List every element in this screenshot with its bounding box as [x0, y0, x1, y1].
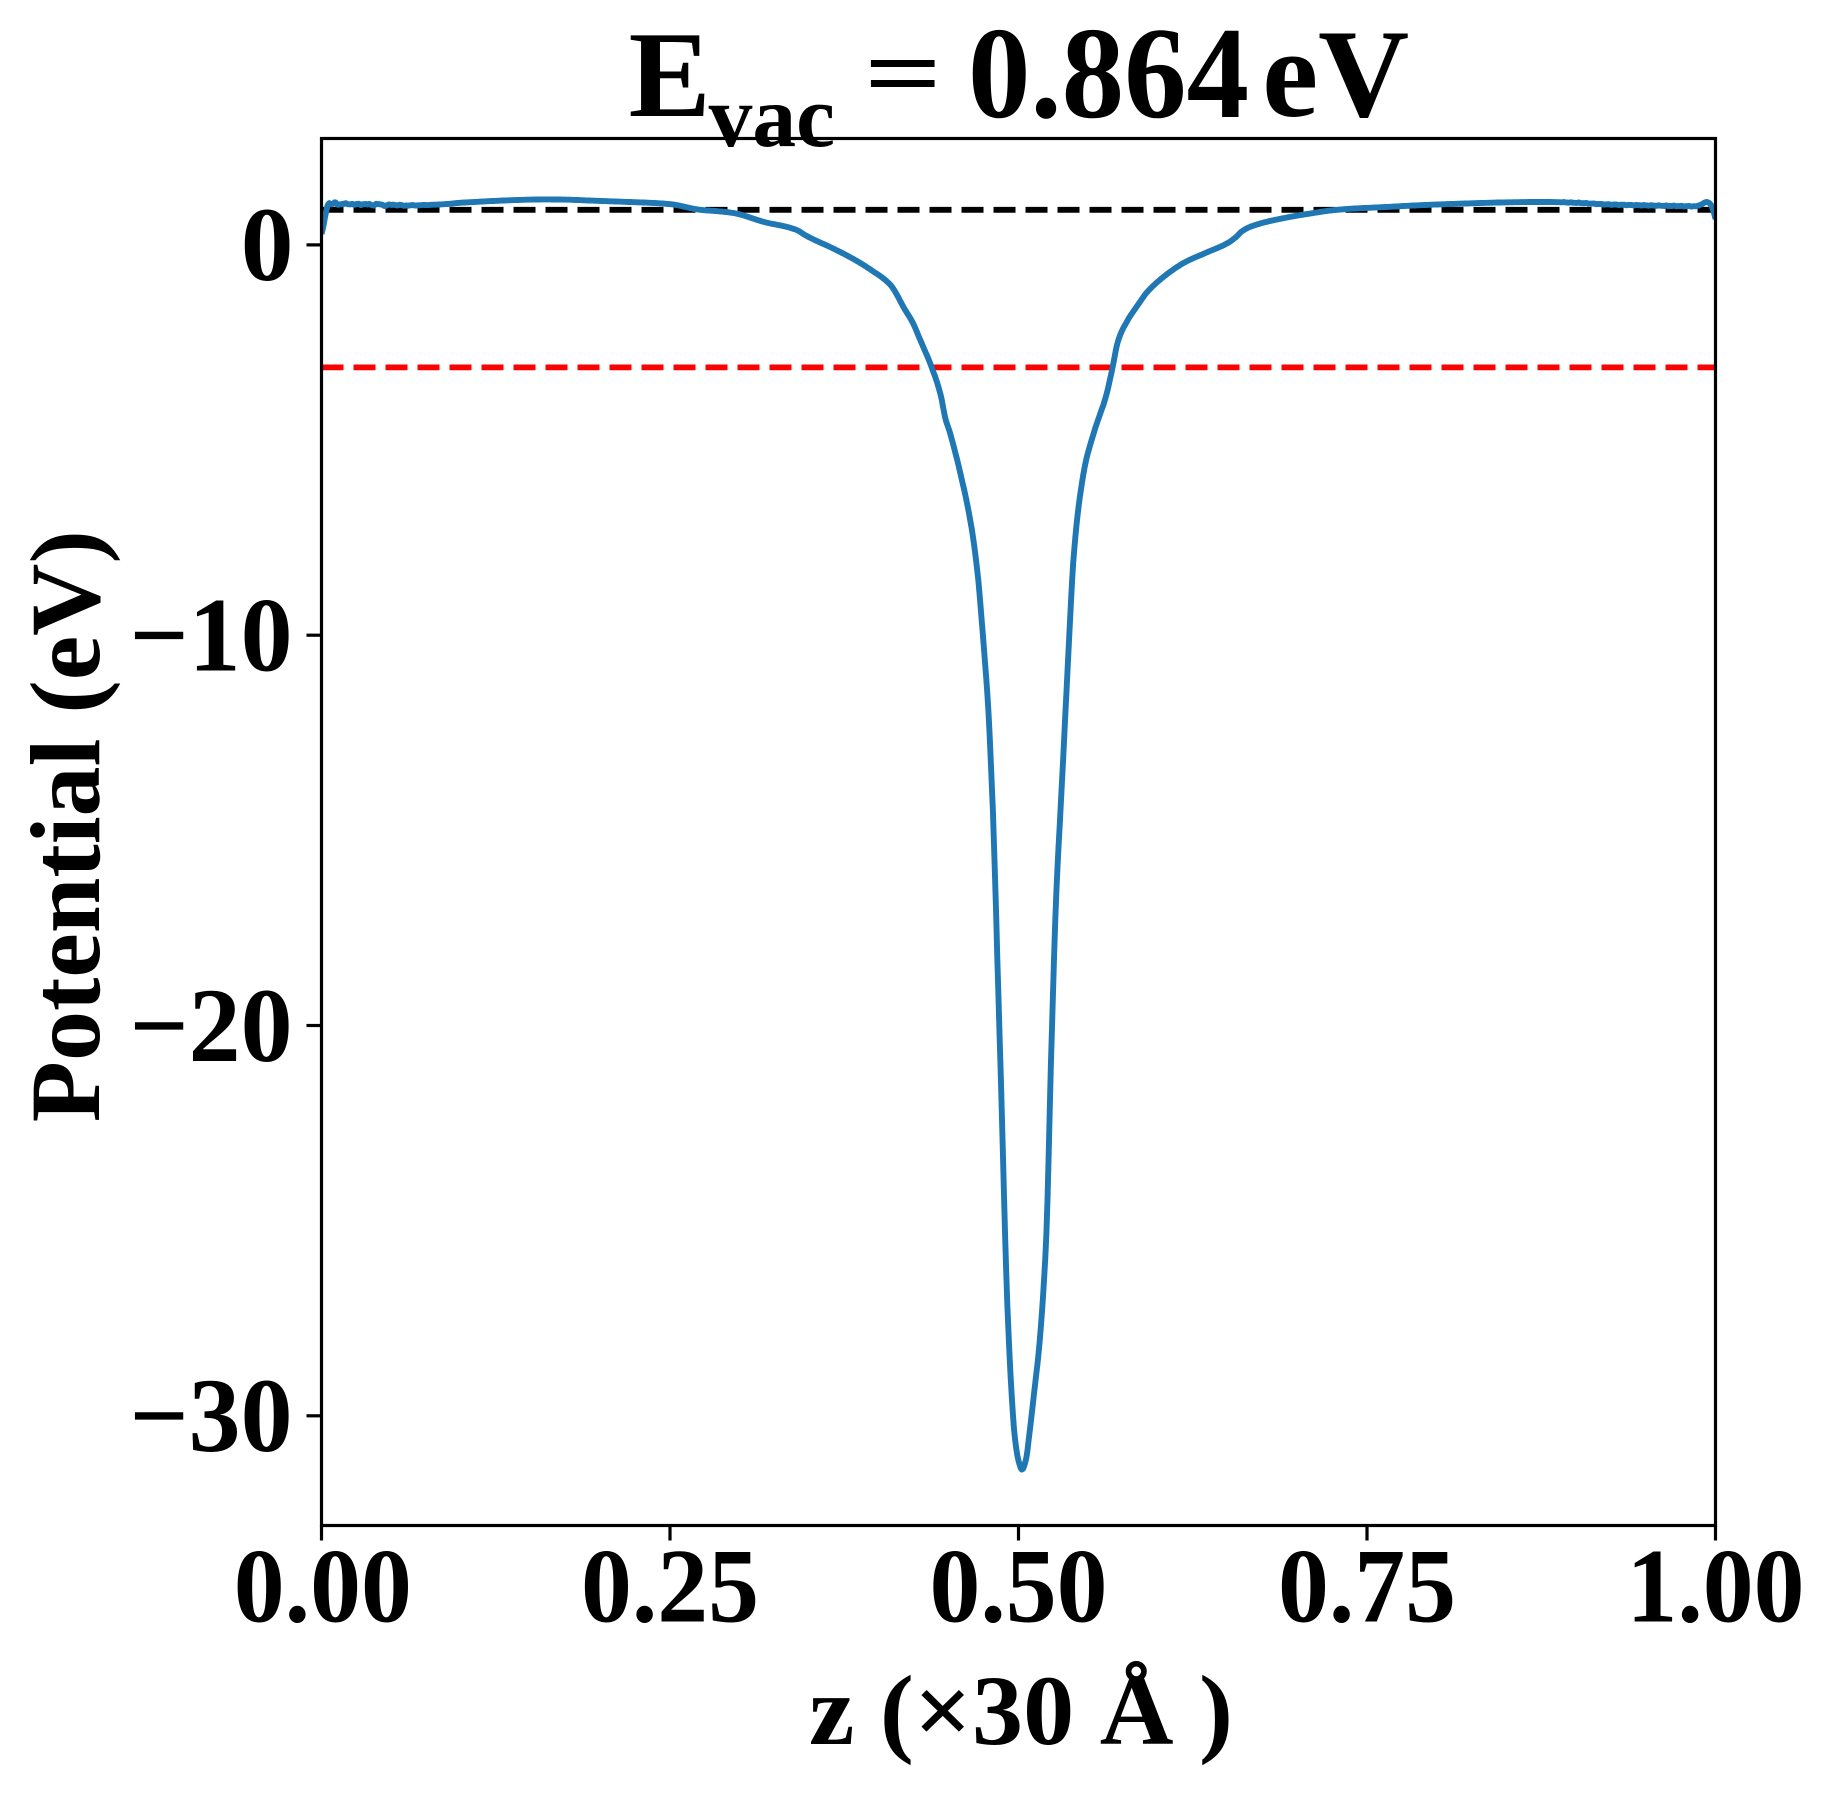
svg-text:0: 0	[241, 186, 294, 303]
svg-text:0.25: 0.25	[581, 1528, 759, 1645]
svg-text:0.00: 0.00	[234, 1528, 412, 1645]
svg-text:−30: −30	[130, 1357, 293, 1474]
svg-text:0.75: 0.75	[1278, 1528, 1456, 1645]
svg-text:Potential (eV): Potential (eV)	[10, 530, 121, 1122]
svg-text:0.864: 0.864	[968, 1, 1249, 146]
svg-text:1.00: 1.00	[1627, 1528, 1805, 1645]
svg-text:=: =	[864, 18, 942, 129]
svg-text:0.50: 0.50	[930, 1528, 1108, 1645]
svg-text:−10: −10	[130, 577, 293, 694]
svg-text:vac: vac	[709, 68, 835, 165]
svg-text:eV: eV	[1262, 5, 1409, 144]
svg-text:z (×30 Å ): z (×30 Å )	[809, 1655, 1233, 1766]
svg-text:E: E	[629, 6, 711, 143]
svg-text:−20: −20	[130, 967, 293, 1084]
